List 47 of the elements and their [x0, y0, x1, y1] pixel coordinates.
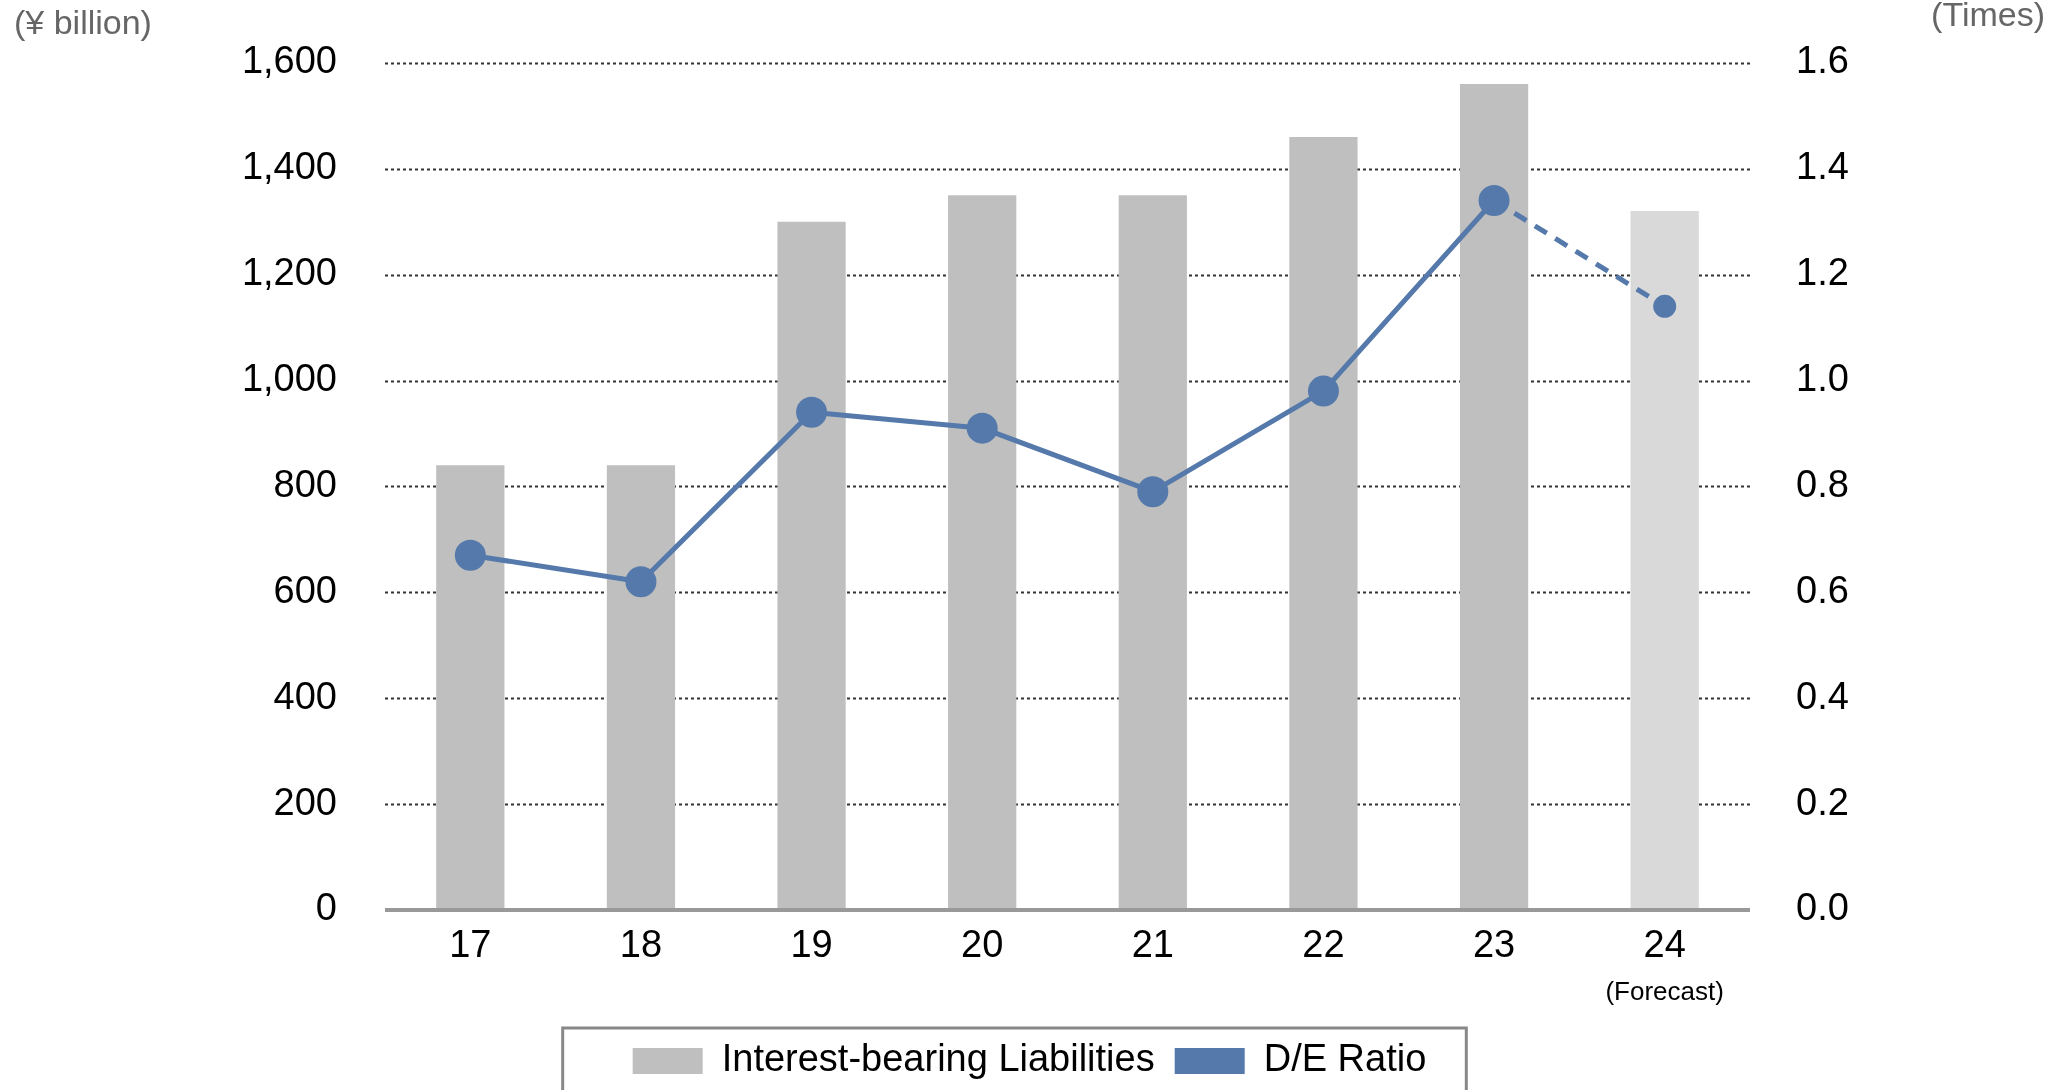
- bar: [1118, 195, 1187, 910]
- x-tick-label: 21: [1131, 923, 1174, 966]
- y-tick-label: 400: [273, 674, 337, 717]
- y-tick-label: 1,400: [241, 145, 337, 188]
- y2-tick-label: 0.2: [1796, 780, 1849, 823]
- y-tick-label: 800: [273, 462, 337, 505]
- y-tick-label: 200: [273, 780, 337, 823]
- bar: [948, 195, 1017, 910]
- y2-tick-label: 1.0: [1796, 356, 1849, 399]
- bar: [1630, 211, 1699, 910]
- point: [1653, 294, 1677, 318]
- y2-tick-label: 1.6: [1796, 39, 1849, 82]
- x-tick-label: 22: [1302, 923, 1345, 966]
- y-axis-title: (¥ billion): [14, 3, 152, 42]
- point: [1307, 375, 1339, 407]
- y2-tick-label: 1.4: [1796, 145, 1849, 188]
- y2-tick-label: 0.0: [1796, 886, 1849, 929]
- legend-label: D/E Ratio: [1263, 1037, 1427, 1080]
- point: [625, 566, 657, 598]
- x-tick-label: 23: [1472, 923, 1516, 966]
- y2-tick-label: 0.8: [1796, 462, 1849, 505]
- point: [796, 396, 828, 428]
- y2-tick-label: 1.2: [1796, 251, 1849, 294]
- x-tick-label: 17: [449, 923, 492, 966]
- bar: [1289, 136, 1358, 910]
- bar: [436, 465, 505, 910]
- point: [454, 539, 486, 571]
- y-tick-label: 1,200: [241, 251, 337, 294]
- y2-axis-title: (Times): [1931, 0, 2045, 34]
- x-tick-label: 19: [790, 923, 833, 966]
- bar: [1459, 83, 1529, 910]
- y2-tick-label: 0.4: [1796, 674, 1849, 717]
- y-tick-label: 0: [315, 886, 337, 929]
- x-tick-label: 24: [1643, 923, 1686, 966]
- text: (Forecast): [1605, 976, 1724, 1007]
- bar: [606, 465, 676, 910]
- legend-label: Interest-bearing Liabilities: [721, 1037, 1155, 1080]
- y-tick-label: 600: [273, 568, 337, 611]
- x-tick-label: 20: [961, 923, 1004, 966]
- x-tick-label: 18: [619, 923, 663, 966]
- point: [1478, 184, 1510, 216]
- y2-tick-label: 0.6: [1796, 568, 1849, 611]
- bar: [777, 221, 846, 910]
- y-tick-label: 1,000: [241, 356, 337, 399]
- point: [1137, 476, 1169, 508]
- y-tick-label: 1,600: [241, 39, 337, 82]
- point: [966, 412, 998, 444]
